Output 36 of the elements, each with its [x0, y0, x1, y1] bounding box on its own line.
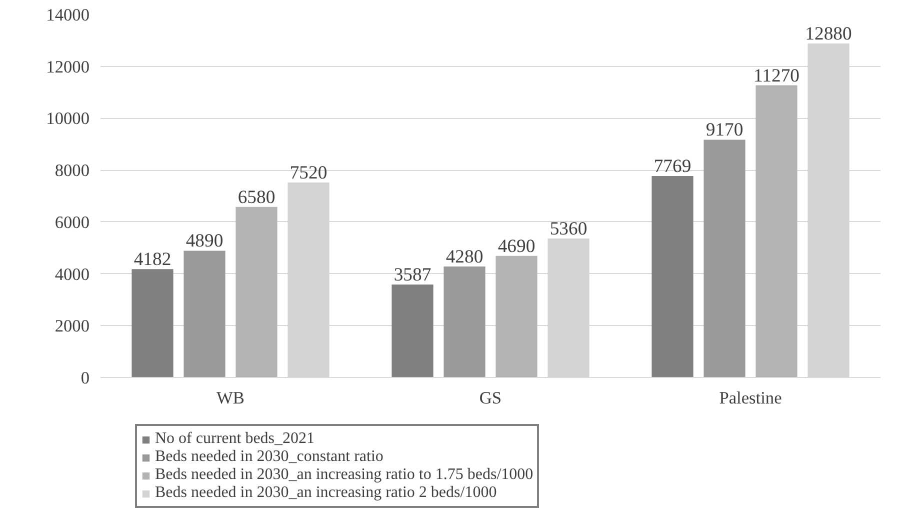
- data-label: 5360: [550, 218, 588, 240]
- y-tick-label: 10000: [46, 109, 90, 128]
- y-tick-label: 6000: [54, 212, 90, 232]
- x-tick-label: Palestine: [719, 388, 782, 408]
- data-label: 9170: [706, 120, 744, 141]
- x-tick-label: WB: [216, 388, 244, 408]
- data-label: 4890: [186, 230, 224, 252]
- y-tick-label: 12000: [46, 57, 90, 76]
- bar: [184, 250, 226, 378]
- bar: [704, 140, 746, 378]
- legend-label: Beds needed in 2030_an increasing ratio 2 beds/1000: [155, 484, 497, 502]
- bar: [236, 206, 278, 378]
- data-label: 4182: [134, 249, 172, 270]
- bar: [652, 176, 694, 378]
- data-label: 12880: [805, 24, 852, 45]
- bar: [496, 256, 538, 378]
- x-tick-label: GS: [479, 388, 502, 408]
- data-label: 11270: [754, 65, 800, 86]
- y-tick-label: 8000: [54, 161, 90, 180]
- legend-label: No of current beds_2021: [155, 430, 315, 448]
- bar: [392, 284, 434, 378]
- data-label: 7520: [290, 162, 328, 184]
- data-label: 6580: [238, 186, 276, 208]
- data-label: 4690: [498, 236, 536, 257]
- bar: [756, 85, 798, 378]
- data-label: 7769: [654, 156, 692, 178]
- legend-label: Beds needed in 2030_an increasing ratio to 1.75 beds/1000: [155, 466, 534, 484]
- y-tick-label: 4000: [54, 264, 90, 284]
- bar: [132, 269, 174, 378]
- y-tick-label: 0: [80, 368, 90, 388]
- legend-label: Beds needed in 2030_constant ratio: [155, 448, 384, 466]
- data-label: 4280: [446, 246, 484, 268]
- bar: [444, 266, 486, 378]
- data-label: 3587: [394, 264, 432, 286]
- y-tick-label: 2000: [54, 316, 90, 336]
- y-tick-label: 14000: [46, 6, 90, 24]
